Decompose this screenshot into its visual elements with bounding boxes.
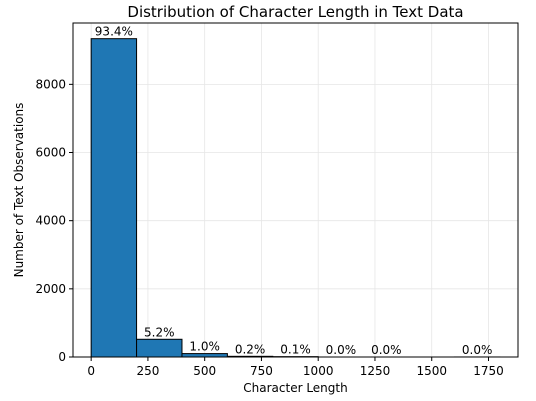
- bar-percentage-label: 0.2%: [235, 342, 266, 356]
- bar-percentage-label: 0.0%: [326, 343, 357, 357]
- bar-percentage-label: 0.0%: [462, 343, 493, 357]
- histogram-bar: [181, 353, 228, 358]
- data-labels-layer: 93.4% 5.2% 1.0% 0.2% 0.1% 0.0% 0.0% 0.0%: [95, 25, 493, 357]
- grid-layer: [73, 23, 518, 358]
- chart-title: Distribution of Character Length in Text…: [127, 3, 463, 21]
- bar-percentage-label: 93.4%: [95, 25, 133, 39]
- bar-percentage-label: 0.1%: [280, 343, 311, 357]
- histogram-bar: [136, 338, 183, 358]
- y-tick-label: 0: [58, 350, 66, 364]
- bar-percentage-label: 1.0%: [189, 340, 220, 354]
- x-tick-label: 250: [136, 364, 159, 378]
- plot-frame: [72, 22, 519, 358]
- ticks-layer: 0 250 500 750 1000 1250 1500 1750 0 2000 4000 6000 8…: [35, 77, 503, 378]
- x-tick-label: 1000: [303, 364, 334, 378]
- y-tick-label: 8000: [35, 77, 66, 91]
- x-tick-label: 1250: [360, 364, 391, 378]
- x-tick-label: 1500: [416, 364, 447, 378]
- y-axis-label: Number of Text Observations: [12, 103, 26, 278]
- x-tick-label: 750: [250, 364, 273, 378]
- x-tick-label: 0: [87, 364, 95, 378]
- x-tick-label: 1750: [473, 364, 504, 378]
- bar-percentage-label: 5.2%: [144, 325, 175, 339]
- histogram-bar: [90, 38, 138, 358]
- bar-percentage-label: 0.0%: [371, 343, 402, 357]
- y-tick-label: 6000: [35, 146, 66, 160]
- bars-layer: [90, 38, 501, 358]
- y-tick-label: 4000: [35, 214, 66, 228]
- x-axis-label: Character Length: [243, 381, 347, 395]
- x-tick-label: 500: [193, 364, 216, 378]
- y-tick-label: 2000: [35, 282, 66, 296]
